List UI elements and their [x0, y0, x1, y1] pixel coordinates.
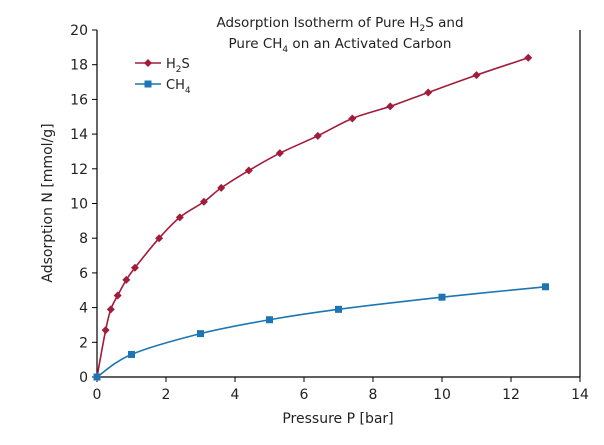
data-point: [113, 291, 122, 300]
data-point: [424, 88, 433, 97]
series-layer: [93, 53, 549, 381]
data-point: [266, 316, 273, 324]
data-point: [244, 166, 253, 175]
series-0: [93, 53, 533, 381]
x-tick-label: 2: [162, 387, 171, 403]
x-tick-label: 12: [502, 387, 520, 403]
data-point: [93, 373, 101, 381]
x-tick-label: 8: [369, 387, 378, 403]
data-point: [313, 131, 322, 140]
legend-label-part: H: [166, 57, 176, 72]
axes: 0 2 4 6 8 10 12 14 0 2 4 6 8 10 12 14 16 18 20: [70, 23, 589, 403]
data-point: [386, 102, 395, 111]
data-point: [175, 213, 184, 222]
data-point: [438, 293, 446, 301]
x-tick-label: 14: [571, 387, 589, 403]
y-tick-label: 16: [70, 92, 88, 108]
x-tick-label: 0: [93, 387, 102, 403]
data-point: [217, 183, 226, 192]
data-point: [128, 350, 135, 358]
legend-marker-0: [144, 59, 152, 67]
y-tick-label: 2: [79, 335, 88, 351]
series-1: [93, 283, 549, 381]
data-point: [524, 53, 533, 62]
data-point: [335, 305, 342, 313]
legend-label-0: H2S: [166, 57, 190, 75]
y-tick-label: 20: [70, 23, 88, 39]
y-tick-label: 0: [79, 370, 88, 386]
y-tick-label: 18: [70, 58, 88, 74]
x-tick-label: 6: [300, 387, 309, 403]
y-tick-label: 6: [79, 266, 88, 282]
data-point: [275, 149, 284, 158]
legend-marker-1: [144, 80, 152, 88]
title-1-b: S and: [425, 15, 463, 31]
y-tick-label: 10: [70, 197, 88, 213]
y-axis-label: Adsorption N [mmol/g]: [40, 123, 56, 282]
title-1-sub: 2: [420, 24, 426, 34]
title-2-sub: 4: [282, 45, 288, 55]
legend-label-part: 2: [176, 65, 182, 75]
chart-title-line-1: Adsorption Isotherm of Pure H2S and: [216, 15, 463, 34]
series-line-0: [96, 57, 529, 378]
title-2-a: Pure CH: [229, 36, 283, 52]
y-tick-label: 14: [70, 127, 88, 143]
x-axis-label: Pressure P [bar]: [282, 411, 393, 427]
x-tick-label: 10: [433, 387, 451, 403]
data-point: [348, 114, 357, 123]
title-1-a: Adsorption Isotherm of Pure H: [216, 15, 419, 31]
data-point: [122, 275, 131, 284]
series-line-1: [96, 285, 546, 378]
legend-label-1: CH4: [166, 78, 191, 96]
title-2-b: on an Activated Carbon: [288, 36, 451, 52]
legend: H2S CH4: [135, 57, 191, 96]
legend-label-part: 4: [185, 86, 191, 96]
data-point: [472, 71, 481, 80]
chart-title-line-2: Pure CH4 on an Activated Carbon: [229, 36, 452, 55]
data-point: [197, 330, 204, 338]
data-point: [106, 305, 115, 314]
data-point: [199, 197, 208, 206]
legend-label-part: S: [182, 57, 190, 72]
x-tick-label: 4: [231, 387, 240, 403]
data-point: [542, 283, 549, 291]
y-tick-label: 4: [79, 301, 88, 317]
legend-label-part: CH: [166, 78, 185, 93]
y-tick-label: 8: [79, 231, 88, 247]
data-point: [101, 326, 110, 335]
data-point: [130, 263, 139, 272]
y-tick-label: 12: [70, 162, 88, 178]
data-point: [155, 234, 164, 243]
